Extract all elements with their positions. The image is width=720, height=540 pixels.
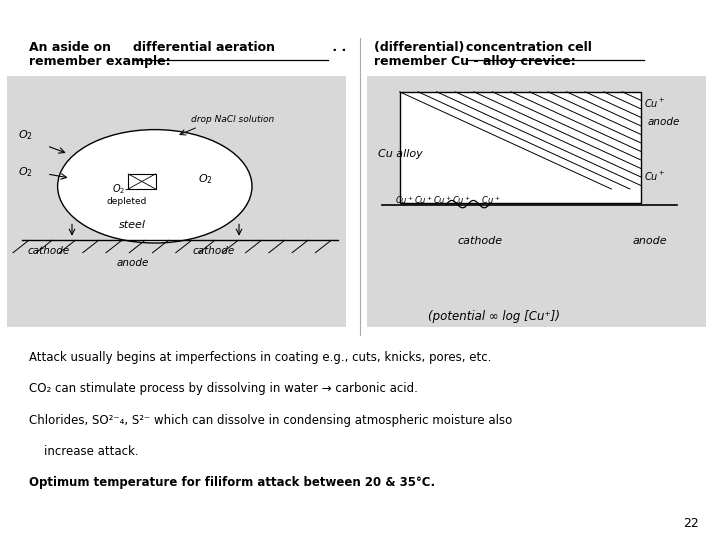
Text: anode: anode <box>632 236 667 246</box>
Text: $O_2$-: $O_2$- <box>112 181 129 195</box>
Bar <box>7 76 346 327</box>
Ellipse shape <box>58 130 252 243</box>
Text: $O_2$: $O_2$ <box>198 172 213 186</box>
Text: anode: anode <box>117 258 149 268</box>
Text: concentration cell: concentration cell <box>466 41 592 54</box>
Text: cathode: cathode <box>457 236 503 246</box>
Text: $Cu^+Cu^+Cu^+Cu^+$    $Cu^+$: $Cu^+Cu^+Cu^+Cu^+$ $Cu^+$ <box>395 194 500 206</box>
Text: remember example:: remember example: <box>29 55 171 68</box>
Text: Attack usually begins at imperfections in coating e.g., cuts, knicks, pores, etc: Attack usually begins at imperfections i… <box>29 351 491 364</box>
Text: (differential): (differential) <box>374 41 469 54</box>
Text: An aside on: An aside on <box>29 41 115 54</box>
Polygon shape <box>400 92 641 202</box>
Text: cathode: cathode <box>27 246 70 256</box>
Text: cathode: cathode <box>193 246 235 256</box>
Text: depleted: depleted <box>107 197 147 206</box>
Text: differential aeration: differential aeration <box>133 41 275 54</box>
Text: steel: steel <box>119 220 145 231</box>
Text: anode: anode <box>648 117 680 127</box>
Text: Cu alloy: Cu alloy <box>378 148 423 159</box>
Text: drop NaCl solution: drop NaCl solution <box>191 114 274 124</box>
Text: $O_2$: $O_2$ <box>18 127 33 141</box>
Text: $Cu^+$: $Cu^+$ <box>644 170 666 183</box>
Text: (potential ∞ log [Cu⁺]): (potential ∞ log [Cu⁺]) <box>428 310 560 323</box>
Text: $Cu^+$: $Cu^+$ <box>644 97 666 110</box>
Text: $O_2$: $O_2$ <box>18 165 33 179</box>
Bar <box>367 76 706 327</box>
Text: 22: 22 <box>683 517 698 530</box>
Text: increase attack.: increase attack. <box>29 445 138 458</box>
Text: remember Cu - alloy crevice:: remember Cu - alloy crevice: <box>374 55 576 68</box>
Bar <box>128 174 156 189</box>
Text: . .: . . <box>328 41 346 54</box>
Text: Optimum temperature for filiform attack between 20 & 35°C.: Optimum temperature for filiform attack … <box>29 476 435 489</box>
Text: CO₂ can stimulate process by dissolving in water → carbonic acid.: CO₂ can stimulate process by dissolving … <box>29 382 418 395</box>
Text: Chlorides, SO²⁻₄, S²⁻ which can dissolve in condensing atmospheric moisture also: Chlorides, SO²⁻₄, S²⁻ which can dissolve… <box>29 414 512 427</box>
